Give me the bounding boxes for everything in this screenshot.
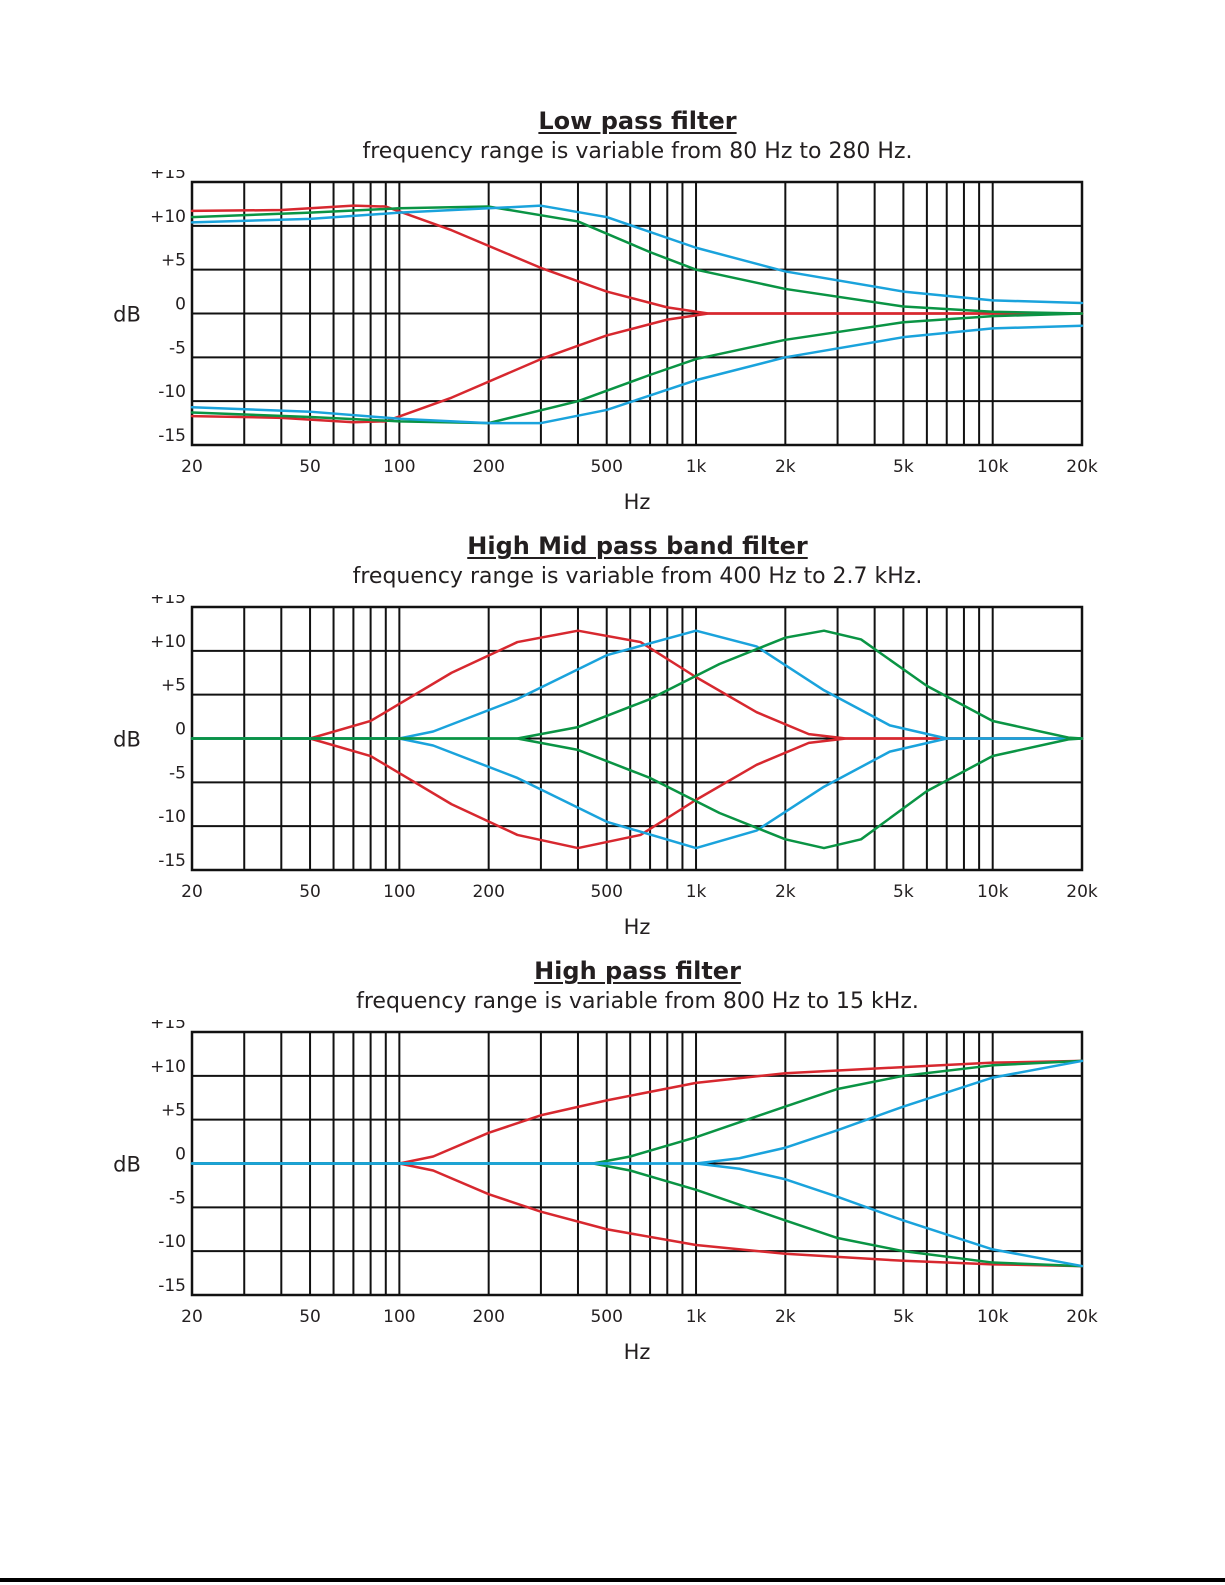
y-tick-label: +5: [161, 1101, 186, 1121]
series-line-green: [190, 1059, 1084, 1165]
series-line-blue: [190, 1059, 1084, 1165]
y-tick-label: +5: [161, 251, 186, 271]
x-tick-label: 10k: [977, 1307, 1009, 1327]
x-tick-label: 20k: [1066, 457, 1098, 477]
series-line-green: [190, 312, 1084, 425]
series-line-green: [190, 629, 1084, 740]
y-tick-label: 0: [175, 295, 186, 315]
series-line-green: [190, 737, 1084, 850]
x-tick-label: 200: [472, 457, 504, 477]
x-tick-label: 20: [181, 457, 203, 477]
chart-title: High Mid pass band filter: [467, 532, 808, 560]
y-tick-label: +10: [150, 632, 186, 652]
y-tick-label: +15: [150, 595, 186, 608]
series-line-red: [190, 204, 1084, 315]
series-group: [190, 204, 1084, 425]
series-line-red: [190, 1059, 1084, 1165]
y-tick-label: -15: [158, 1276, 186, 1296]
y-tick-label: -10: [158, 382, 186, 402]
y-tick-label: -5: [169, 1188, 186, 1208]
x-tick-label: 2k: [775, 457, 796, 477]
series-line-blue: [190, 1162, 1084, 1268]
y-tick-label: 0: [175, 720, 186, 740]
series-group: [190, 1059, 1084, 1268]
x-tick-label: 50: [299, 1307, 321, 1327]
series-line-blue: [190, 324, 1084, 425]
x-tick-label: 200: [472, 1307, 504, 1327]
x-tick-label: 50: [299, 457, 321, 477]
chart-low-pass: +15 +10 +5 0 -5 -10 -15 20 50 100 200 500 1k 2k 5k 10k 2…: [113, 170, 1098, 514]
series-group: [190, 629, 1084, 850]
series-line-blue: [190, 629, 1084, 740]
x-tick-label: 2k: [775, 1307, 796, 1327]
x-axis-label: Hz: [624, 915, 651, 939]
x-tick-label: 100: [383, 457, 415, 477]
y-tick-label: -15: [158, 426, 186, 446]
x-tick-label: 100: [383, 882, 415, 902]
x-tick-label: 1k: [686, 882, 707, 902]
page-bottom-rule: [0, 1578, 1225, 1582]
x-tick-label: 20: [181, 882, 203, 902]
y-axis-label: dB: [113, 728, 141, 752]
x-tick-label: 20k: [1066, 882, 1098, 902]
x-tick-label: 20: [181, 1307, 203, 1327]
x-tick-label: 5k: [893, 457, 914, 477]
series-line-blue: [190, 204, 1084, 305]
y-tick-label: -15: [158, 851, 186, 871]
series-line-green: [190, 1162, 1084, 1268]
x-tick-label: 1k: [686, 457, 707, 477]
x-tick-label: 10k: [977, 457, 1009, 477]
y-tick-label: +15: [150, 170, 186, 183]
y-tick-label: +15: [150, 1020, 186, 1033]
y-tick-label: -10: [158, 807, 186, 827]
chart-high-pass: +15 +10 +5 0 -5 -10 -15 20 50 100 200 500 1k 2k 5k 10k 2…: [113, 1020, 1098, 1364]
x-tick-label: 5k: [893, 1307, 914, 1327]
x-tick-label: 500: [590, 1307, 622, 1327]
series-line-red: [190, 1162, 1084, 1268]
chart-subtitle: frequency range is variable from 800 Hz …: [356, 989, 919, 1014]
x-axis-label: Hz: [624, 490, 651, 514]
x-tick-label: 1k: [686, 1307, 707, 1327]
x-tick-label: 5k: [893, 882, 914, 902]
x-tick-label: 200: [472, 882, 504, 902]
y-tick-label: +5: [161, 676, 186, 696]
chart-title: High pass filter: [534, 957, 741, 985]
series-line-red: [190, 737, 1084, 850]
x-tick-label: 10k: [977, 882, 1009, 902]
x-tick-label: 2k: [775, 882, 796, 902]
chart-subtitle: frequency range is variable from 80 Hz t…: [362, 139, 913, 164]
chart-high-mid-band: +15 +10 +5 0 -5 -10 -15 20 50 100 200 500 1k 2k 5k 10k 2…: [113, 595, 1098, 939]
x-tick-label: 20k: [1066, 1307, 1098, 1327]
x-tick-label: 100: [383, 1307, 415, 1327]
y-tick-label: -5: [169, 763, 186, 783]
x-tick-label: 500: [590, 882, 622, 902]
series-line-red: [190, 629, 1084, 740]
series-line-red: [190, 312, 1084, 424]
chart-title: Low pass filter: [538, 107, 737, 135]
x-axis-label: Hz: [624, 1340, 651, 1364]
y-tick-label: +10: [150, 207, 186, 227]
x-tick-label: 500: [590, 457, 622, 477]
y-tick-label: +10: [150, 1057, 186, 1077]
y-tick-label: -5: [169, 338, 186, 358]
chart-subtitle: frequency range is variable from 400 Hz …: [352, 564, 923, 589]
y-tick-label: -10: [158, 1232, 186, 1252]
x-tick-label: 50: [299, 882, 321, 902]
y-tick-label: 0: [175, 1145, 186, 1165]
y-axis-label: dB: [113, 1153, 141, 1177]
series-line-green: [190, 205, 1084, 315]
series-line-blue: [190, 737, 1084, 850]
y-axis-label: dB: [113, 303, 141, 327]
